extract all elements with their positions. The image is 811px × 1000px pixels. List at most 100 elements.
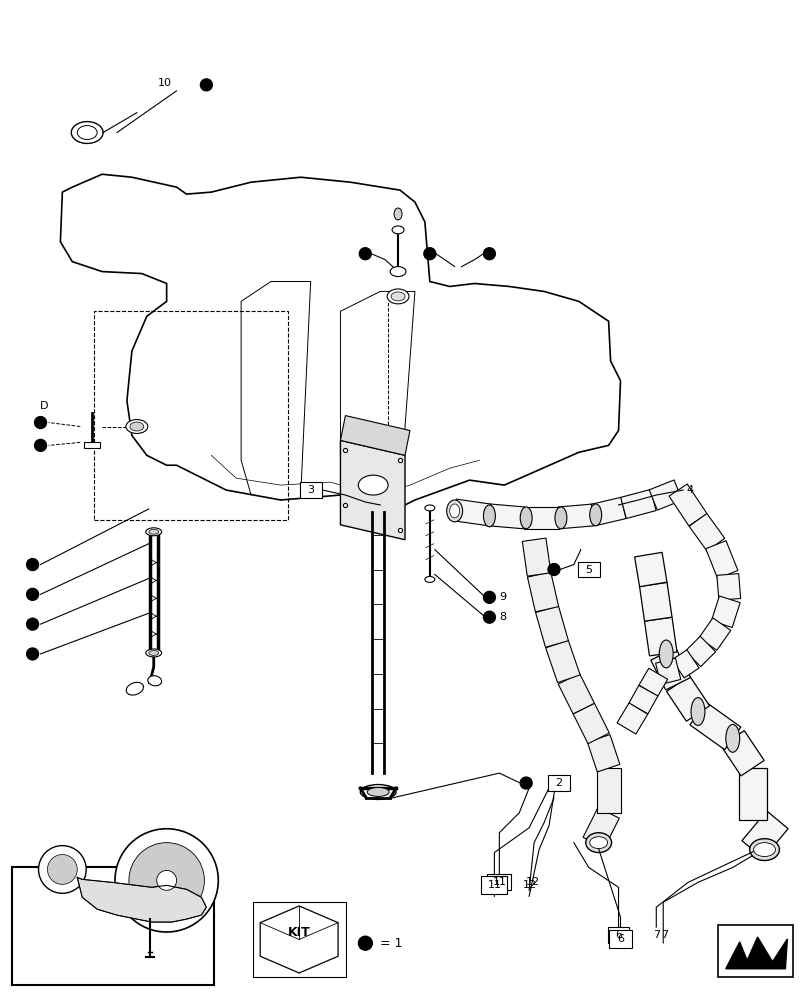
Ellipse shape bbox=[393, 208, 401, 220]
Circle shape bbox=[157, 870, 176, 890]
Polygon shape bbox=[60, 174, 620, 510]
Ellipse shape bbox=[387, 289, 409, 304]
Circle shape bbox=[359, 248, 371, 260]
Polygon shape bbox=[488, 504, 525, 529]
Bar bbox=[487, 874, 511, 890]
Ellipse shape bbox=[148, 650, 158, 655]
Circle shape bbox=[547, 564, 560, 575]
Polygon shape bbox=[705, 541, 737, 579]
Polygon shape bbox=[628, 685, 657, 714]
Polygon shape bbox=[725, 937, 787, 969]
Text: 8: 8 bbox=[499, 612, 506, 622]
Polygon shape bbox=[260, 906, 337, 973]
Text: 7: 7 bbox=[652, 930, 659, 940]
Text: 7: 7 bbox=[660, 930, 667, 940]
Polygon shape bbox=[738, 768, 766, 820]
Ellipse shape bbox=[126, 420, 148, 433]
Ellipse shape bbox=[358, 475, 388, 495]
Bar bbox=[717, 925, 792, 977]
Circle shape bbox=[423, 248, 436, 260]
Ellipse shape bbox=[389, 267, 406, 277]
Polygon shape bbox=[557, 504, 594, 529]
Polygon shape bbox=[689, 513, 724, 551]
Text: 11: 11 bbox=[487, 880, 500, 890]
Polygon shape bbox=[684, 636, 714, 667]
Polygon shape bbox=[524, 507, 558, 529]
Ellipse shape bbox=[554, 507, 566, 529]
Text: 2: 2 bbox=[555, 778, 562, 788]
Ellipse shape bbox=[659, 640, 672, 668]
Polygon shape bbox=[698, 618, 730, 650]
Ellipse shape bbox=[391, 292, 405, 301]
Ellipse shape bbox=[589, 837, 607, 849]
Polygon shape bbox=[340, 440, 405, 540]
Bar bbox=[84, 442, 100, 448]
Polygon shape bbox=[741, 811, 787, 858]
Polygon shape bbox=[654, 658, 680, 684]
Polygon shape bbox=[596, 768, 620, 813]
Circle shape bbox=[520, 777, 531, 789]
Polygon shape bbox=[716, 574, 740, 600]
Circle shape bbox=[35, 417, 46, 428]
Circle shape bbox=[27, 618, 38, 630]
Ellipse shape bbox=[749, 839, 779, 861]
Ellipse shape bbox=[77, 126, 97, 139]
Circle shape bbox=[27, 648, 38, 660]
Text: 3: 3 bbox=[307, 485, 314, 495]
Text: 12: 12 bbox=[522, 880, 537, 890]
Ellipse shape bbox=[589, 504, 601, 526]
Text: D: D bbox=[41, 401, 49, 411]
Polygon shape bbox=[650, 648, 689, 690]
Polygon shape bbox=[573, 703, 608, 744]
Polygon shape bbox=[527, 572, 558, 612]
Circle shape bbox=[115, 829, 218, 932]
Circle shape bbox=[304, 484, 316, 496]
Ellipse shape bbox=[424, 505, 434, 511]
Bar bbox=[252, 902, 345, 977]
Circle shape bbox=[483, 248, 495, 260]
Ellipse shape bbox=[725, 724, 739, 752]
Polygon shape bbox=[720, 731, 763, 776]
Ellipse shape bbox=[449, 504, 459, 518]
Ellipse shape bbox=[424, 576, 434, 582]
Circle shape bbox=[27, 559, 38, 571]
Ellipse shape bbox=[71, 122, 103, 143]
Text: 6: 6 bbox=[614, 930, 621, 940]
Polygon shape bbox=[668, 484, 706, 526]
Text: = 1: = 1 bbox=[380, 937, 402, 950]
Circle shape bbox=[200, 79, 212, 91]
Ellipse shape bbox=[148, 529, 158, 534]
Ellipse shape bbox=[753, 843, 775, 857]
Polygon shape bbox=[666, 676, 709, 721]
Circle shape bbox=[483, 611, 495, 623]
Ellipse shape bbox=[367, 788, 388, 796]
Bar bbox=[299, 482, 321, 498]
Polygon shape bbox=[620, 489, 655, 519]
Ellipse shape bbox=[690, 698, 704, 725]
Ellipse shape bbox=[483, 505, 495, 527]
Polygon shape bbox=[77, 877, 206, 922]
Text: 4: 4 bbox=[685, 485, 693, 495]
Polygon shape bbox=[453, 499, 491, 526]
Ellipse shape bbox=[146, 649, 161, 657]
Circle shape bbox=[483, 591, 495, 603]
Ellipse shape bbox=[446, 500, 462, 522]
Circle shape bbox=[358, 936, 372, 950]
Ellipse shape bbox=[146, 528, 161, 536]
Polygon shape bbox=[649, 480, 681, 510]
Polygon shape bbox=[634, 552, 666, 587]
Text: 5: 5 bbox=[585, 565, 591, 575]
Text: 9: 9 bbox=[499, 592, 506, 602]
Text: 12: 12 bbox=[526, 877, 539, 887]
Bar bbox=[607, 927, 629, 943]
Polygon shape bbox=[639, 582, 672, 621]
Ellipse shape bbox=[130, 422, 144, 431]
Bar bbox=[577, 562, 599, 577]
Ellipse shape bbox=[392, 226, 404, 234]
Bar bbox=[547, 775, 569, 791]
Ellipse shape bbox=[520, 507, 531, 529]
Polygon shape bbox=[710, 596, 740, 627]
Text: 11: 11 bbox=[491, 877, 506, 887]
Polygon shape bbox=[590, 497, 625, 526]
Polygon shape bbox=[545, 640, 579, 683]
